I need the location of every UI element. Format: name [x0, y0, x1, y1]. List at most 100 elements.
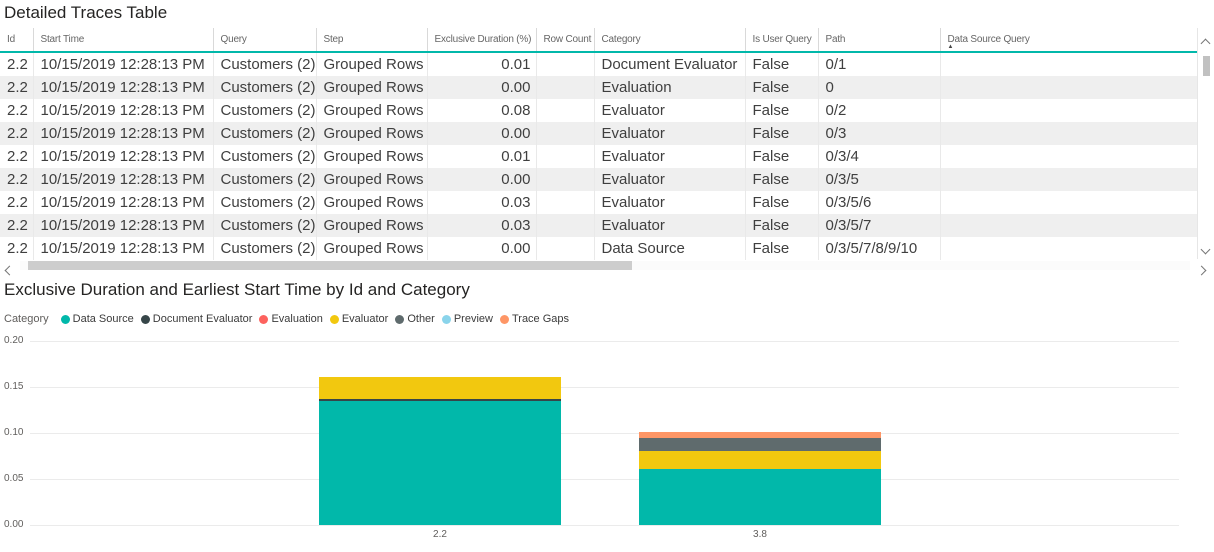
horizontal-scrollbar-thumb[interactable]	[28, 261, 632, 270]
cell-data-source-query	[939, 214, 1197, 237]
chevron-right-icon[interactable]	[1196, 261, 1208, 276]
column-header-step[interactable]: Step	[315, 28, 427, 53]
cell-step: Grouped Rows	[315, 237, 427, 260]
cell-path: 0/3/5/7/8/9/10	[817, 237, 940, 260]
column-header-label: Exclusive Duration (%)	[434, 34, 532, 45]
bar-3-8[interactable]	[639, 341, 881, 525]
chart-plot-area: 0.00 0.05 0.10 0.15 0.20 2.2 3.8	[0, 335, 1214, 546]
cell-id: 2.2	[7, 56, 28, 73]
cell-id: 2.2	[7, 102, 28, 119]
cell-row-count	[535, 122, 594, 145]
table-row[interactable]: 2.2 10/15/2019 12:28:13 PM Customers (2) Gr…	[0, 191, 1197, 214]
cell-data-source-query	[939, 52, 1197, 76]
cell-category: Evaluator	[593, 145, 745, 168]
cell-step: Grouped Rows	[315, 99, 427, 122]
column-header-exclusive-duration[interactable]: Exclusive Duration (%)	[426, 28, 536, 53]
vertical-scrollbar-thumb[interactable]	[1203, 56, 1210, 76]
bar-segment-document-evaluator[interactable]	[319, 398, 561, 401]
chevron-left-icon[interactable]	[4, 261, 16, 276]
cell-query: Customers (2)	[212, 52, 316, 76]
x-axis-label: 3.8	[753, 529, 767, 540]
chevron-up-icon[interactable]	[1200, 34, 1212, 49]
bar-segment-evaluator[interactable]	[639, 451, 881, 469]
cell-row-count	[535, 237, 594, 260]
bar-segment-other[interactable]	[639, 437, 881, 452]
cell-exclusive-duration: 0.00	[426, 76, 536, 99]
gridline	[30, 524, 1179, 526]
cell-is-user-query: False	[744, 145, 818, 168]
table-row[interactable]: 2.2 10/15/2019 12:28:13 PM Customers (2) Gr…	[0, 52, 1197, 76]
table-row[interactable]: 2.2 10/15/2019 12:28:13 PM Customers (2) Gr…	[0, 99, 1197, 122]
legend-item-document-evaluator[interactable]: Document Evaluator	[140, 313, 252, 325]
column-header-path[interactable]: Path	[817, 28, 940, 53]
chevron-down-icon[interactable]	[1200, 240, 1212, 255]
bar-segment-data-source[interactable]	[639, 468, 881, 525]
cell-start-time: 10/15/2019 12:28:13 PM	[32, 99, 213, 122]
vertical-scrollbar[interactable]	[1197, 28, 1214, 259]
gridline	[30, 432, 1179, 434]
legend-item-evaluation[interactable]: Evaluation	[259, 313, 323, 325]
chart-title: Exclusive Duration and Earliest Start Ti…	[4, 280, 470, 299]
cell-path: 0/3	[817, 122, 940, 145]
table-row[interactable]: 2.2 10/15/2019 12:28:13 PM Customers (2) Gr…	[0, 237, 1197, 260]
column-header-label: Id	[7, 34, 15, 45]
horizontal-scrollbar[interactable]	[0, 259, 1214, 276]
cell-exclusive-duration: 0.08	[426, 99, 536, 122]
cell-row-count	[535, 214, 594, 237]
cell-step: Grouped Rows	[315, 122, 427, 145]
bar-2-2[interactable]	[319, 341, 561, 525]
cell-id: 2.2	[7, 194, 28, 211]
table-row[interactable]: 2.2 10/15/2019 12:28:13 PM Customers (2) Gr…	[0, 145, 1197, 168]
legend-color-dot	[60, 314, 70, 324]
cell-exclusive-duration: 0.00	[426, 122, 536, 145]
cell-path: 0/3/4	[817, 145, 940, 168]
legend-item-preview[interactable]: Preview	[441, 313, 493, 325]
cell-data-source-query	[939, 122, 1197, 145]
table-row[interactable]: 2.2 10/15/2019 12:28:13 PM Customers (2) Gr…	[0, 76, 1197, 99]
column-header-data-source-query[interactable]: Data Source Query ▲	[939, 28, 1197, 53]
cell-path: 0/3/5/6	[817, 191, 940, 214]
cell-is-user-query: False	[744, 76, 818, 99]
column-header-is-user-query[interactable]: Is User Query	[744, 28, 818, 53]
cell-data-source-query	[939, 168, 1197, 191]
gridline	[30, 478, 1179, 480]
table-row[interactable]: 2.2 10/15/2019 12:28:13 PM Customers (2) Gr…	[0, 122, 1197, 145]
cell-query: Customers (2)	[212, 145, 316, 168]
cell-exclusive-duration: 0.03	[426, 191, 536, 214]
column-header-label: Start Time	[40, 34, 85, 45]
column-header-id[interactable]: Id	[0, 28, 33, 53]
cell-row-count	[535, 191, 594, 214]
cell-row-count	[535, 168, 594, 191]
column-header-start-time[interactable]: Start Time	[32, 28, 213, 53]
cell-start-time: 10/15/2019 12:28:13 PM	[32, 191, 213, 214]
bar-segment-trace-gaps[interactable]	[639, 432, 881, 438]
cell-query: Customers (2)	[212, 76, 316, 99]
legend-color-dot	[329, 314, 339, 324]
cell-start-time: 10/15/2019 12:28:13 PM	[32, 52, 213, 76]
cell-row-count	[535, 52, 594, 76]
bar-segment-data-source[interactable]	[319, 400, 561, 525]
x-axis-label: 2.2	[433, 529, 447, 540]
cell-category: Evaluator	[593, 168, 745, 191]
cell-start-time: 10/15/2019 12:28:13 PM	[32, 214, 213, 237]
legend-item-evaluator[interactable]: Evaluator	[329, 313, 388, 325]
table-row[interactable]: 2.2 10/15/2019 12:28:13 PM Customers (2) Gr…	[0, 168, 1197, 191]
table-header-row: Id Start Time Query Step Exclusive Duration …	[0, 28, 1197, 53]
cell-query: Customers (2)	[212, 191, 316, 214]
table-row[interactable]: 2.2 10/15/2019 12:28:13 PM Customers (2) Gr…	[0, 214, 1197, 237]
column-header-row-count[interactable]: Row Count	[535, 28, 594, 53]
column-header-category[interactable]: Category	[593, 28, 745, 53]
cell-category: Evaluator	[593, 122, 745, 145]
column-header-query[interactable]: Query	[212, 28, 316, 53]
cell-step: Grouped Rows	[315, 168, 427, 191]
column-header-label: Row Count	[543, 34, 592, 45]
sort-ascending-arrow-icon: ▲	[947, 44, 954, 50]
legend-item-other[interactable]: Other	[395, 313, 435, 325]
legend-item-trace-gaps[interactable]: Trace Gaps	[499, 313, 569, 325]
cell-category: Document Evaluator	[593, 52, 745, 76]
column-header-label: Path	[825, 34, 846, 45]
legend-item-data-source[interactable]: Data Source	[60, 313, 134, 325]
gridline	[30, 386, 1179, 388]
bar-segment-evaluator[interactable]	[319, 376, 561, 399]
table-title: Detailed Traces Table	[4, 3, 168, 22]
